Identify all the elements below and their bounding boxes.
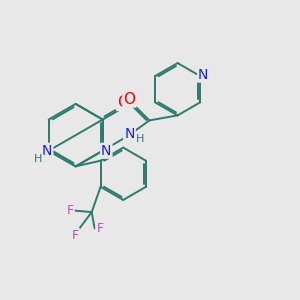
Text: N: N bbox=[198, 68, 208, 82]
Text: H: H bbox=[136, 134, 145, 144]
Text: N: N bbox=[42, 144, 52, 158]
Text: N: N bbox=[124, 128, 135, 141]
Text: F: F bbox=[72, 229, 79, 242]
Text: H: H bbox=[34, 154, 43, 164]
Text: F: F bbox=[96, 222, 103, 235]
Text: N: N bbox=[101, 144, 112, 158]
Text: O: O bbox=[124, 92, 136, 106]
Text: F: F bbox=[66, 204, 74, 217]
Text: O: O bbox=[117, 95, 129, 110]
